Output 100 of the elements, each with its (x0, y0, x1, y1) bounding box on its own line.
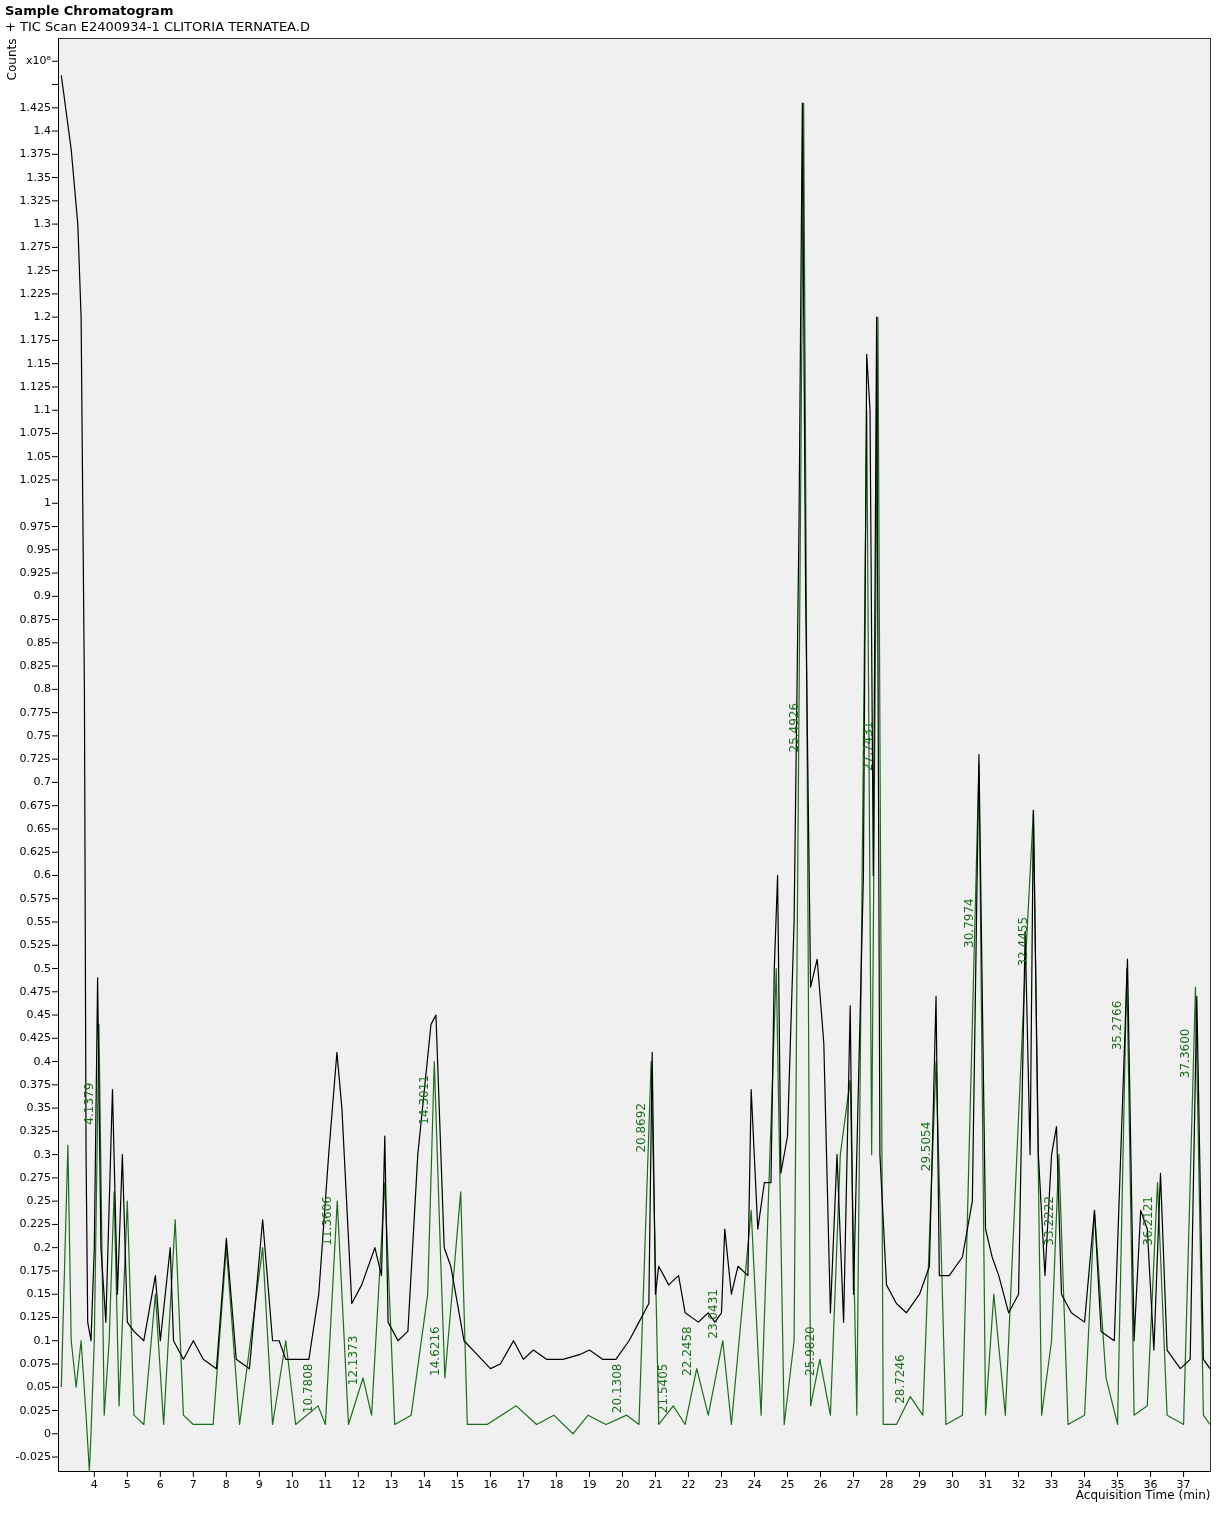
y-tick-label: 0.975 (19, 519, 51, 533)
x-tick-label: 23 (714, 1478, 729, 1491)
y-tick-label: 0.65 (26, 821, 51, 835)
y-tick-label: 1.375 (19, 147, 51, 161)
x-tick-label: 10 (285, 1478, 300, 1491)
y-tick-label: 0.15 (26, 1287, 51, 1301)
annotation: 4.1379 (81, 1082, 96, 1125)
annotation: 32.4455 (1016, 916, 1031, 967)
y-tick-label: 0.05 (26, 1380, 51, 1394)
x-tick-label: 24 (747, 1478, 762, 1491)
x-tick-label: 22 (681, 1478, 696, 1491)
y-tick-label: 1.075 (19, 426, 51, 440)
y-tick-label: 1.15 (26, 356, 51, 370)
x-tick-label: 20 (615, 1478, 630, 1491)
y-tick-label: 0.275 (19, 1170, 51, 1184)
y-tick-label: 0.55 (26, 914, 51, 928)
y-tick-label: 0.1 (33, 1333, 51, 1347)
x-tick-label: 19 (582, 1478, 597, 1491)
x-tick-label: 11 (318, 1478, 333, 1491)
x-tick-label: 13 (384, 1478, 399, 1491)
x-tick-label: 7 (189, 1478, 197, 1491)
annotation: 25.9820 (802, 1326, 817, 1376)
annotation: 10.7808 (301, 1363, 316, 1414)
x-tick-label: 15 (450, 1478, 465, 1491)
y-tick-label: 0.575 (19, 891, 51, 905)
annotation: 14.6216 (427, 1326, 442, 1376)
x-tick-label: 33 (1044, 1478, 1059, 1491)
x-tick-label: 17 (516, 1478, 531, 1491)
y-tick-label: 0.75 (26, 728, 51, 742)
y-tick-label: 1.35 (26, 170, 51, 184)
y-axis-title: Counts (4, 38, 19, 81)
y-tick-label: 0.375 (19, 1077, 51, 1091)
y-tick-label: 0.85 (26, 635, 51, 649)
annotation: 20.8692 (634, 1103, 649, 1153)
y-tick-label: 0.45 (26, 1008, 51, 1022)
annotation: 27.7431 (860, 721, 875, 772)
x-tick-label: 4 (90, 1478, 98, 1491)
annotation: 11.3606 (320, 1196, 335, 1246)
y-tick-label: 0.925 (19, 566, 51, 580)
y-tick-label: 1.425 (19, 100, 51, 114)
y-tick-label: 1.1 (33, 403, 51, 417)
y-tick-label: 0.5 (33, 961, 51, 975)
y-tick-label: 0.8 (33, 682, 51, 696)
y-tick-label: 0.175 (19, 1263, 51, 1277)
x-tick-label: 25 (780, 1478, 795, 1491)
y-tick-label: 1.025 (19, 473, 51, 486)
x-tick-label: 18 (549, 1478, 564, 1491)
annotation: 22.2458 (679, 1326, 694, 1376)
y-tick-label: 1.2 (33, 310, 51, 324)
y-tick-label: 0.675 (19, 798, 51, 812)
y-tick-label: 0.075 (19, 1356, 51, 1370)
y-tick-label: 1.175 (19, 333, 51, 347)
x-tick-label: 28 (879, 1478, 894, 1491)
chart-subtitle: + TIC Scan E2400934-1 CLITORIA TERNATEA.D (5, 19, 310, 34)
y-tick-label: 0.525 (19, 938, 51, 952)
y-tick-label: 0.4 (33, 1054, 51, 1068)
y-tick-label: 0.625 (19, 845, 51, 859)
y-tick-label: 0.3 (33, 1147, 51, 1161)
y-tick-label: x10⁸ (26, 54, 52, 68)
y-tick-label: 0.95 (26, 542, 51, 556)
y-tick-label: 0.425 (19, 1031, 51, 1045)
annotation: 14.3011 (417, 1075, 432, 1125)
x-tick-label: 29 (912, 1478, 927, 1491)
y-tick-label: 1.125 (19, 379, 51, 393)
y-tick-label: 0.7 (33, 775, 51, 789)
annotation: 30.7974 (961, 898, 976, 948)
x-tick-label: 30 (945, 1478, 960, 1491)
x-tick-label: 31 (978, 1478, 993, 1491)
x-tick-label: 16 (483, 1478, 498, 1491)
y-tick-label: 0.25 (26, 1194, 51, 1208)
x-tick-label: 5 (123, 1478, 131, 1491)
y-tick-label: 1.275 (19, 240, 51, 254)
x-tick-label: 9 (255, 1478, 263, 1491)
y-tick-label: 0.125 (19, 1310, 51, 1324)
y-tick-label: 1.3 (33, 217, 51, 231)
annotation: 25.4926 (786, 702, 801, 753)
annotation: 33.2222 (1041, 1196, 1056, 1246)
annotation: 23.0431 (705, 1289, 720, 1339)
x-tick-label: 21 (648, 1478, 663, 1491)
y-tick-label: 0.475 (19, 984, 51, 998)
y-tick-label: 1 (44, 496, 51, 510)
y-tick-label: 0.825 (19, 659, 51, 673)
y-tick-label: 0.775 (19, 705, 51, 719)
y-tick-label: 0.6 (33, 868, 51, 882)
y-tick-label: 1.4 (33, 124, 51, 138)
x-tick-label: 6 (156, 1478, 164, 1491)
y-tick-label: 1.25 (26, 263, 51, 277)
annotation: 29.5054 (919, 1121, 934, 1172)
x-tick-label: 32 (1011, 1478, 1026, 1491)
x-tick-label: 26 (813, 1478, 828, 1491)
y-tick-label: 0 (44, 1426, 51, 1440)
y-tick-label: 0.725 (19, 752, 51, 766)
annotation: 12.1373 (346, 1335, 360, 1386)
y-tick-label: 0.875 (19, 612, 51, 626)
annotation: 28.7246 (893, 1354, 908, 1404)
x-tick-label: 8 (222, 1478, 230, 1491)
annotation: 37.3600 (1178, 1028, 1193, 1079)
y-tick-label: 0.225 (19, 1217, 51, 1231)
x-tick-label: 27 (846, 1478, 861, 1491)
annotation: 20.1308 (609, 1363, 624, 1414)
